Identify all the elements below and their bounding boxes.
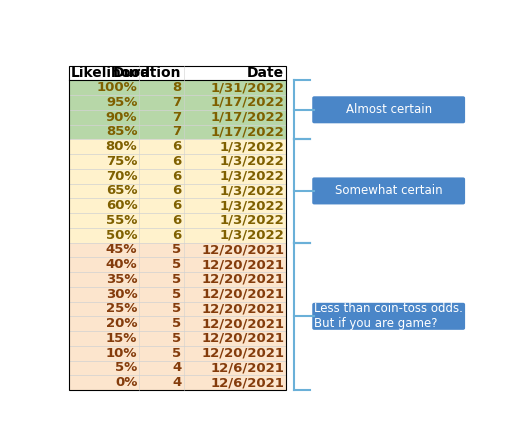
Text: 1/17/2022: 1/17/2022 (210, 111, 284, 124)
Text: 12/20/2021: 12/20/2021 (201, 347, 284, 359)
Bar (69, 376, 286, 390)
Bar (69, 110, 286, 124)
Text: 12/20/2021: 12/20/2021 (201, 302, 284, 315)
Bar (69, 316, 286, 331)
Text: 1/3/2022: 1/3/2022 (220, 185, 284, 198)
Text: 12/20/2021: 12/20/2021 (201, 317, 284, 330)
FancyBboxPatch shape (312, 96, 465, 123)
FancyBboxPatch shape (312, 303, 465, 330)
Text: 75%: 75% (106, 155, 137, 168)
Text: Somewhat certain: Somewhat certain (335, 185, 443, 198)
Text: 1/3/2022: 1/3/2022 (220, 155, 284, 168)
Text: 70%: 70% (106, 169, 137, 183)
Text: 15%: 15% (106, 332, 137, 345)
Text: 5: 5 (172, 273, 182, 286)
Text: 85%: 85% (106, 125, 137, 138)
Bar (69, 139, 286, 154)
Text: 6: 6 (172, 155, 182, 168)
Text: 55%: 55% (106, 214, 137, 227)
Text: 5: 5 (172, 302, 182, 315)
Text: 12/20/2021: 12/20/2021 (201, 273, 284, 286)
Text: 1/3/2022: 1/3/2022 (220, 140, 284, 153)
Bar (69, 360, 286, 376)
Bar (69, 257, 286, 272)
Text: Date: Date (247, 66, 284, 80)
Bar (69, 66, 286, 80)
Text: 1/31/2022: 1/31/2022 (210, 81, 284, 94)
Text: 6: 6 (172, 199, 182, 212)
Text: 5: 5 (172, 258, 182, 271)
Text: 1/3/2022: 1/3/2022 (220, 214, 284, 227)
Text: 6: 6 (172, 140, 182, 153)
Bar (69, 184, 286, 198)
Bar (69, 301, 286, 316)
Text: 5: 5 (172, 317, 182, 330)
Text: 12/6/2021: 12/6/2021 (210, 376, 284, 389)
Text: 80%: 80% (106, 140, 137, 153)
Text: 12/20/2021: 12/20/2021 (201, 258, 284, 271)
Text: 4: 4 (172, 361, 182, 375)
Text: Likelihood: Likelihood (71, 66, 151, 80)
Text: 10%: 10% (106, 347, 137, 359)
Text: 60%: 60% (106, 199, 137, 212)
Bar (69, 95, 286, 110)
Text: 6: 6 (172, 185, 182, 198)
Text: 12/20/2021: 12/20/2021 (201, 332, 284, 345)
Text: 5: 5 (172, 347, 182, 359)
Text: 35%: 35% (106, 273, 137, 286)
Bar (69, 228, 286, 243)
Text: 12/6/2021: 12/6/2021 (210, 361, 284, 375)
Bar (69, 198, 286, 213)
Bar (69, 154, 286, 169)
Text: 8: 8 (172, 81, 182, 94)
Bar (69, 213, 286, 228)
Text: 95%: 95% (106, 96, 137, 109)
Text: 40%: 40% (106, 258, 137, 271)
Text: 0%: 0% (115, 376, 137, 389)
Text: Less than coin-toss odds.
But if you are game?: Less than coin-toss odds. But if you are… (314, 302, 463, 330)
Bar (69, 331, 286, 346)
Text: 1/3/2022: 1/3/2022 (220, 199, 284, 212)
Text: 12/20/2021: 12/20/2021 (201, 244, 284, 256)
Text: 30%: 30% (106, 288, 137, 301)
Bar (69, 80, 286, 95)
Text: 1/3/2022: 1/3/2022 (220, 169, 284, 183)
Text: 7: 7 (172, 125, 182, 138)
Text: 45%: 45% (106, 244, 137, 256)
Text: 20%: 20% (106, 317, 137, 330)
Text: Almost certain: Almost certain (346, 103, 432, 116)
Text: 5: 5 (172, 288, 182, 301)
Text: 5: 5 (172, 244, 182, 256)
Text: 6: 6 (172, 229, 182, 242)
Text: 7: 7 (172, 96, 182, 109)
Text: 1/3/2022: 1/3/2022 (220, 229, 284, 242)
FancyBboxPatch shape (312, 178, 465, 204)
Text: 6: 6 (172, 214, 182, 227)
Text: 100%: 100% (97, 81, 137, 94)
Text: Duration: Duration (113, 66, 182, 80)
Text: 6: 6 (172, 169, 182, 183)
Bar (69, 124, 286, 139)
Text: 25%: 25% (106, 302, 137, 315)
Bar (69, 287, 286, 301)
Text: 50%: 50% (106, 229, 137, 242)
Bar (69, 346, 286, 360)
Text: 1/17/2022: 1/17/2022 (210, 96, 284, 109)
Text: 4: 4 (172, 376, 182, 389)
Text: 7: 7 (172, 111, 182, 124)
Bar (69, 272, 286, 287)
Text: 65%: 65% (106, 185, 137, 198)
Text: 1/17/2022: 1/17/2022 (210, 125, 284, 138)
Text: 5%: 5% (115, 361, 137, 375)
Text: 5: 5 (172, 332, 182, 345)
Text: 12/20/2021: 12/20/2021 (201, 288, 284, 301)
Bar (69, 243, 286, 257)
Text: 90%: 90% (106, 111, 137, 124)
Bar (69, 169, 286, 184)
